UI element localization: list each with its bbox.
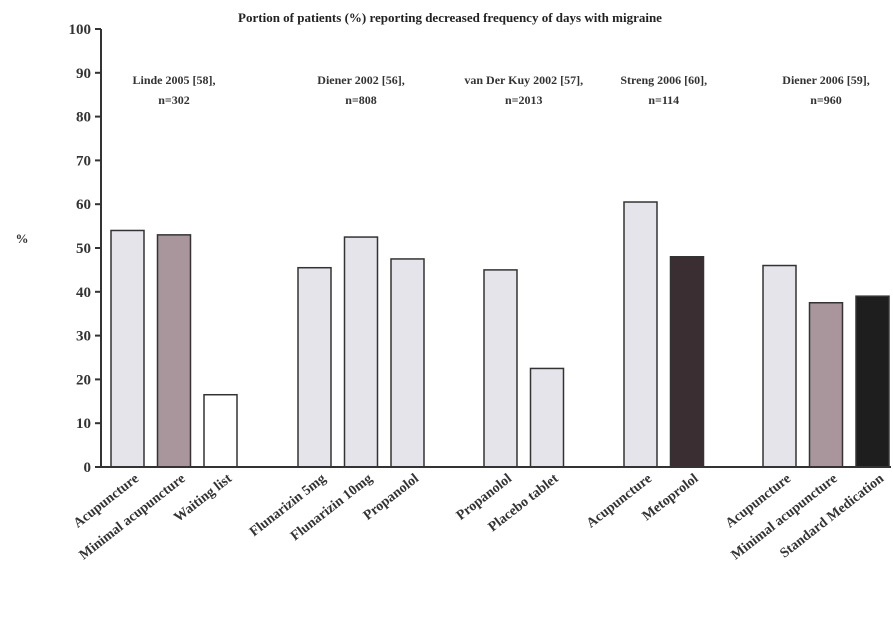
y-tick-label: 20 [76,372,91,388]
bar [529,367,565,468]
bar [669,256,705,468]
bar [808,302,844,468]
group-label: van Der Kuy 2002 [57], [464,73,583,87]
group-labels: Linde 2005 [58], n=302 Diener 2002 [56], n=… [132,73,869,107]
bar [390,258,425,468]
chart-title: Portion of patients (%) reporting decrea… [238,10,662,25]
bars [110,201,890,468]
bar [156,234,192,468]
y-tick-label: 70 [76,153,91,169]
bar [110,229,145,468]
y-axis-ticks: 0 10 20 30 40 50 60 70 80 90 100 [69,22,101,476]
y-tick-label: 0 [84,460,92,476]
group-label: n=114 [648,93,679,107]
y-tick-label: 10 [76,416,91,432]
group-label: n=2013 [505,93,543,107]
group-label: Streng 2006 [60], [620,73,707,87]
y-tick-label: 50 [76,241,91,257]
y-axis-label: % [16,231,29,246]
bar [623,201,658,468]
y-tick-label: 40 [76,285,91,301]
group-label: Linde 2005 [58], [132,73,215,87]
group-label: n=302 [158,93,190,107]
category-label: Acupuncture [584,471,655,531]
category-label: Flunarizin 10mg [288,471,375,544]
y-tick-label: 30 [76,329,91,345]
y-tick-label: 90 [76,66,91,82]
group-label: Diener 2002 [56], [317,73,404,87]
group-label: n=960 [810,93,842,107]
bar [855,295,890,468]
y-tick-label: 80 [76,110,91,126]
bar [203,393,238,468]
bar [762,264,797,468]
y-tick-label: 60 [76,197,91,213]
bar [297,266,332,468]
group-label: Diener 2006 [59], [782,73,869,87]
group-label: n=808 [345,93,377,107]
bar [343,236,379,468]
bar [483,269,518,468]
y-tick-label: 100 [69,22,92,38]
category-label: Flunarizin 5mg [247,471,329,540]
